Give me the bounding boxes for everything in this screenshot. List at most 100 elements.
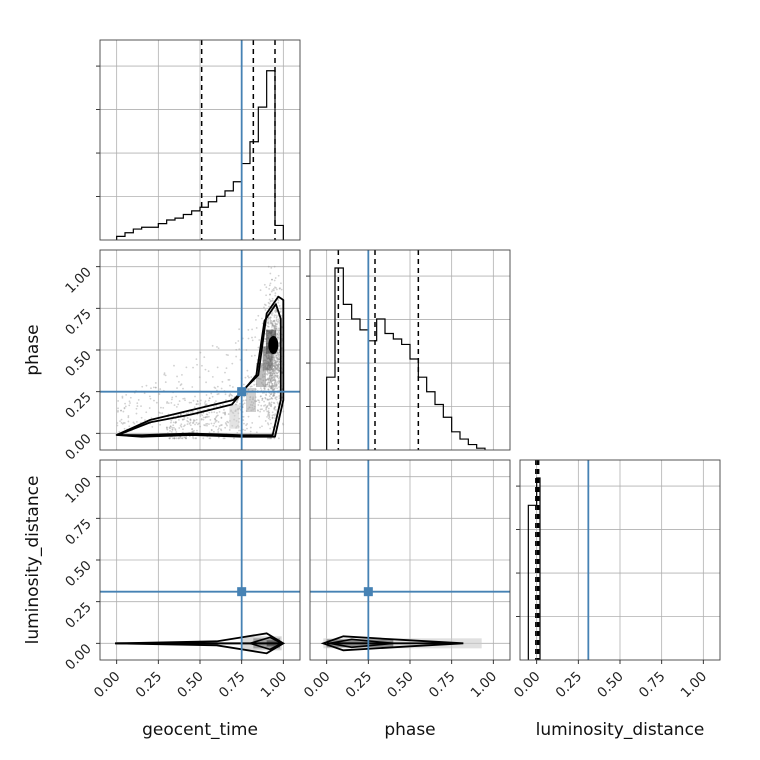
sample-point: [270, 374, 273, 377]
sample-point: [201, 364, 203, 367]
sample-point: [273, 394, 275, 396]
sample-point: [277, 321, 279, 323]
sample-point: [270, 381, 272, 384]
sample-point: [191, 430, 194, 433]
sample-point: [220, 424, 222, 427]
sample-point: [266, 437, 269, 440]
sample-point: [268, 377, 271, 379]
sample-point: [204, 424, 207, 427]
sample-point: [274, 370, 276, 373]
sample-point: [196, 409, 199, 412]
sample-point: [267, 317, 270, 319]
sample-point: [202, 418, 205, 421]
sample-point: [204, 368, 207, 371]
sample-point: [274, 367, 277, 370]
sample-point: [276, 356, 278, 359]
sample-point: [267, 423, 270, 426]
sample-point: [181, 418, 184, 421]
sample-point: [175, 421, 177, 424]
sample-point: [128, 400, 131, 403]
sample-point: [274, 384, 277, 387]
sample-point: [267, 379, 270, 381]
sample-point: [174, 429, 177, 431]
sample-point: [272, 426, 274, 429]
sample-point: [135, 420, 138, 423]
density-layer: [115, 265, 482, 655]
sample-point: [276, 356, 278, 359]
sample-point: [218, 425, 221, 427]
sample-point: [273, 356, 275, 359]
sample-point: [271, 324, 274, 327]
sample-point: [276, 329, 279, 332]
sample-point: [175, 405, 178, 408]
sample-point: [161, 412, 164, 415]
sample-point: [270, 372, 272, 374]
sample-point: [136, 402, 139, 405]
sample-point: [274, 327, 277, 330]
sample-point: [249, 430, 252, 433]
sample-point: [199, 415, 202, 417]
sample-point: [276, 358, 278, 360]
sample-point: [228, 429, 231, 431]
sample-point: [277, 299, 280, 302]
sample-point: [269, 379, 272, 382]
sample-point: [276, 381, 279, 383]
sample-point: [145, 384, 148, 387]
sample-point: [229, 384, 231, 387]
sample-point: [208, 431, 211, 434]
sample-point: [272, 370, 275, 373]
sample-point: [271, 289, 274, 291]
sample-point: [274, 380, 277, 383]
sample-point: [228, 394, 231, 397]
sample-point: [249, 426, 252, 429]
sample-point: [196, 429, 198, 432]
truth-marker: [237, 387, 247, 397]
sample-point: [270, 376, 273, 379]
sample-point: [273, 363, 276, 366]
sample-point: [274, 362, 277, 365]
sample-point: [277, 363, 280, 366]
sample-point: [192, 431, 195, 433]
truth-layer: [100, 40, 590, 660]
sample-point: [274, 323, 277, 326]
sample-point: [247, 329, 250, 331]
sample-point: [267, 413, 270, 415]
sample-point: [269, 316, 272, 319]
sample-point: [271, 323, 274, 326]
sample-point: [250, 376, 253, 378]
sample-point: [242, 428, 244, 431]
sample-point: [272, 368, 275, 371]
sample-point: [245, 349, 248, 351]
sample-point: [266, 322, 269, 325]
sample-point: [196, 363, 198, 366]
sample-point: [239, 405, 241, 408]
sample-point: [273, 392, 275, 395]
sample-point: [257, 404, 260, 406]
sample-point: [246, 427, 248, 430]
sample-point: [272, 356, 275, 359]
sample-point: [177, 403, 180, 406]
sample-point: [196, 423, 199, 426]
sample-point: [159, 423, 162, 426]
sample-point: [280, 288, 283, 291]
sample-point: [271, 324, 274, 327]
sample-point: [272, 367, 275, 370]
sample-point: [192, 421, 195, 424]
sample-point: [267, 321, 270, 323]
sample-point: [123, 407, 126, 409]
sample-point: [271, 322, 274, 325]
sample-point: [271, 323, 274, 326]
sample-point: [267, 317, 270, 320]
sample-point: [193, 429, 195, 432]
sample-point: [166, 402, 168, 404]
sample-point: [191, 428, 194, 430]
sample-point: [273, 357, 275, 360]
sample-point: [141, 385, 144, 388]
sample-point: [277, 382, 280, 385]
sample-point: [265, 385, 268, 388]
sample-point: [268, 384, 271, 387]
sample-point: [272, 364, 275, 367]
sample-point: [268, 411, 271, 414]
sample-point: [268, 302, 271, 305]
sample-point: [265, 286, 268, 289]
